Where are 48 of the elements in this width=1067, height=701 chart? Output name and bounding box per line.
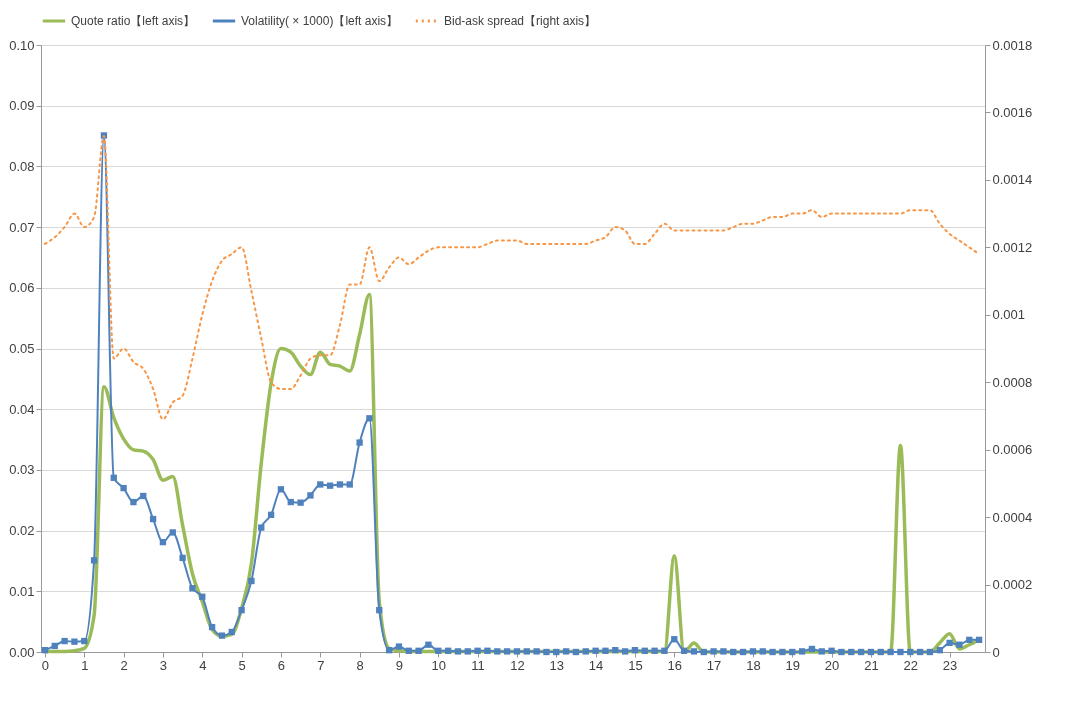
x-tick-label: 19 <box>785 657 800 673</box>
x-tick-label: 13 <box>549 657 564 673</box>
x-tick-label: 17 <box>706 657 722 673</box>
y2-tick-label: 0.001 <box>992 307 1026 323</box>
x-tick-label: 15 <box>628 657 643 673</box>
x-tick-label: 16 <box>667 657 682 673</box>
x-tick-label: 21 <box>864 657 879 673</box>
x-tick-label: 11 <box>471 657 485 673</box>
y-tick-label: 0.09 <box>9 98 35 114</box>
y-tick-label: 0.01 <box>9 583 35 599</box>
x-tick-label: 0 <box>41 657 50 673</box>
x-tick-label: 2 <box>120 657 128 673</box>
x-tick-label: 7 <box>317 657 325 673</box>
y-tick-label: 0.04 <box>9 401 35 417</box>
x-tick-label: 14 <box>588 657 604 673</box>
legend-label: Bid-ask spread【right axis】 <box>444 14 597 28</box>
y2-tick-label: 0.0002 <box>992 577 1033 593</box>
y-tick-label: 0.05 <box>9 341 35 356</box>
y2-tick-label: 0.0006 <box>992 442 1033 458</box>
x-tick-label: 10 <box>431 657 446 673</box>
x-tick-label: 22 <box>903 657 918 673</box>
x-tick-label: 9 <box>395 657 404 673</box>
legend-label: Quote ratio【left axis】 <box>71 14 196 28</box>
y-tick-label: 0.02 <box>9 523 35 539</box>
x-tick-label: 5 <box>238 657 246 673</box>
y2-tick-label: 0.0008 <box>992 374 1033 390</box>
y-tick-label: 0.07 <box>9 219 35 235</box>
y2-tick-label: 0.0014 <box>992 172 1033 188</box>
y2-tick-label: 0.0016 <box>992 104 1033 120</box>
x-tick-label: 3 <box>159 657 168 673</box>
y-tick-label: 0.06 <box>9 280 35 296</box>
x-tick-label: 1 <box>81 657 89 673</box>
legend-label: Volatility( × 1000)【left axis】 <box>241 14 399 28</box>
y-tick-label: 0.10 <box>9 37 35 53</box>
y-tick-label: 0.03 <box>9 462 35 478</box>
y2-tick-label: 0 <box>992 644 1000 660</box>
y-tick-label: 0.00 <box>9 644 35 660</box>
y2-tick-label: 0.0004 <box>992 509 1033 525</box>
x-tick-label: 18 <box>746 657 761 673</box>
x-tick-label: 12 <box>510 657 525 673</box>
x-tick-label: 6 <box>277 657 286 673</box>
y2-tick-label: 0.0012 <box>992 239 1033 255</box>
x-tick-label: 23 <box>942 657 958 673</box>
x-tick-label: 8 <box>356 657 364 673</box>
y2-tick-label: 0.0018 <box>992 37 1033 53</box>
x-tick-label: 20 <box>824 657 840 673</box>
x-tick-label: 4 <box>199 657 207 673</box>
y-tick-label: 0.08 <box>9 158 35 174</box>
